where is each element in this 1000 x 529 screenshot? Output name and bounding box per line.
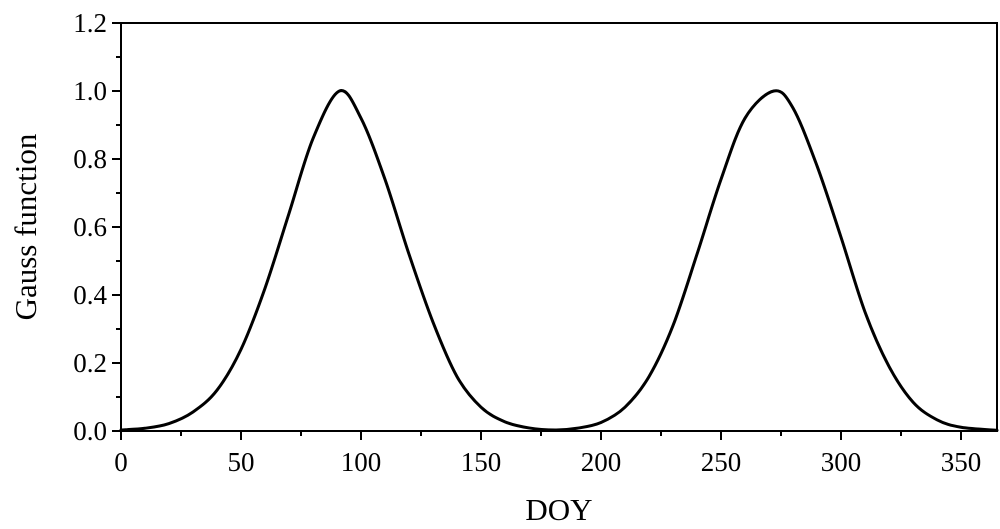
x-tick-label: 50 — [228, 447, 255, 477]
y-tick-label: 0.0 — [73, 416, 107, 446]
gauss-curve-line — [119, 89, 999, 432]
y-axis-title: Gauss function — [8, 133, 43, 320]
x-tick-label: 100 — [341, 447, 382, 477]
x-tick-label: 0 — [114, 447, 128, 477]
x-tick-label: 200 — [581, 447, 622, 477]
x-tick-label: 350 — [941, 447, 982, 477]
y-tick-label: 0.6 — [73, 212, 107, 242]
x-tick-label: 300 — [821, 447, 862, 477]
tick-labels: 0 50 100 150 200 250 300 350 0.0 0.2 0.4 0.6 0.8 1.0 1… — [73, 8, 981, 477]
x-tick-label: 250 — [701, 447, 742, 477]
y-tick-label: 1.0 — [73, 76, 107, 106]
x-axis-title: DOY — [525, 492, 592, 527]
y-tick-label: 0.4 — [73, 280, 107, 310]
y-tick-label: 0.2 — [73, 348, 107, 378]
x-tick-label: 150 — [461, 447, 502, 477]
ticks — [112, 22, 962, 440]
y-tick-label: 0.8 — [73, 144, 107, 174]
plot-area-frame — [120, 22, 998, 432]
y-tick-label: 1.2 — [73, 8, 107, 38]
